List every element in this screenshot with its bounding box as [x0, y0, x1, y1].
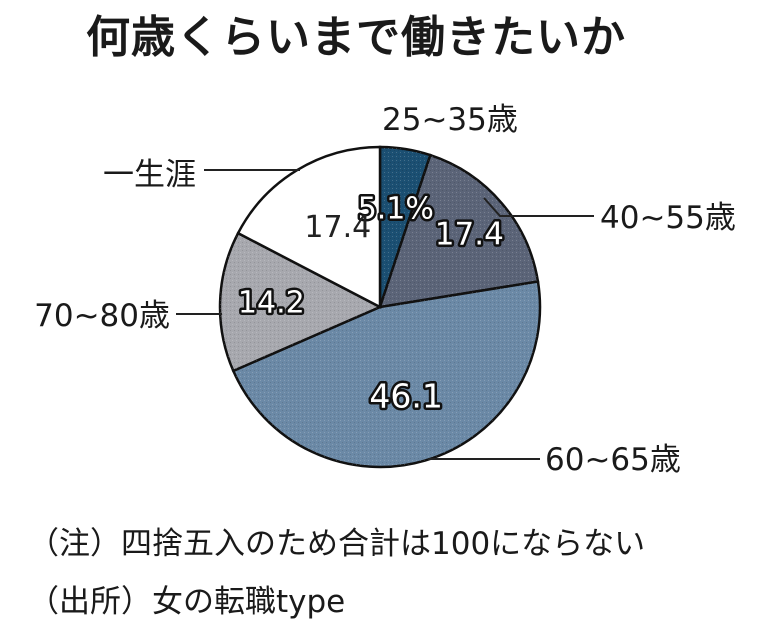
footnote: （注）四捨五入のため合計は100にならない	[28, 526, 646, 562]
slice-3-category-label: 60~65歳	[545, 442, 681, 478]
pie-chart: 25~35歳 40~55歳 60~65歳 70~80歳 一生涯 5.1%17.4 46.1…	[34, 102, 736, 478]
slice-1-category-label: 25~35歳	[382, 102, 518, 138]
slice-2-value-label: 17.4	[435, 216, 504, 252]
slice-4-category-label: 70~80歳	[34, 298, 170, 334]
slice-3-value-label: 46.1	[369, 377, 442, 416]
slice-2-leader-line	[483, 197, 594, 217]
slice-5-value-label: 17.4	[304, 210, 371, 245]
slice-5-category-label: 一生涯	[103, 157, 196, 193]
slice-2-category-label: 40~55歳	[600, 200, 736, 236]
slice-4-value-label: 14.2	[238, 286, 305, 321]
source-note: （出所）女の転職type	[28, 584, 346, 620]
slice-3-texture	[233, 281, 541, 467]
chart-title: 何歳くらいまで働きたいか	[86, 12, 626, 63]
slice-4-texture	[220, 233, 380, 371]
slice-1-value-label: 5.1%	[358, 192, 434, 227]
slice-2-texture	[380, 155, 538, 307]
